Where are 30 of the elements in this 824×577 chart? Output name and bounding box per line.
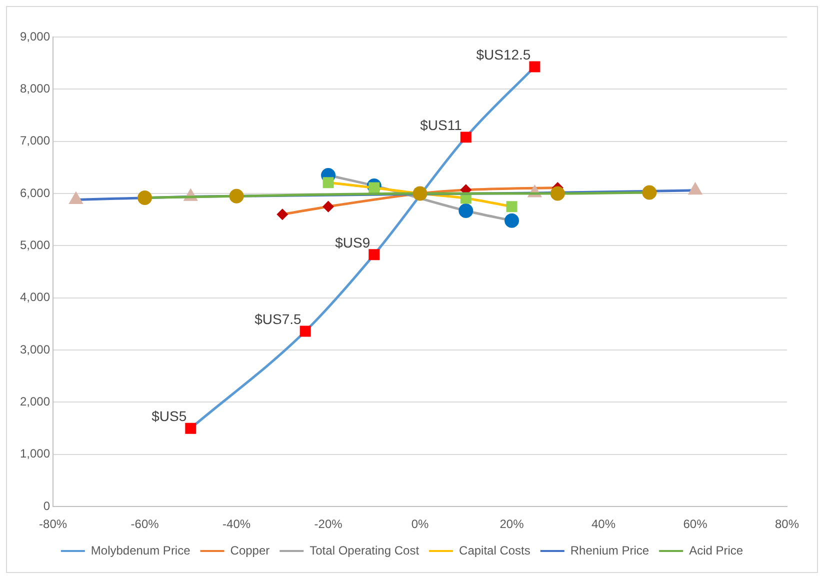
data-label: $US5	[152, 408, 187, 424]
y-tick-label: 8,000	[20, 81, 50, 96]
data-label: $US7.5	[254, 311, 302, 328]
x-tick-label: 0%	[411, 517, 430, 532]
data-label: $US12.5	[476, 46, 531, 63]
legend-label: Acid Price	[689, 543, 744, 558]
x-tick-label: 80%	[774, 517, 800, 532]
y-tick-label: 6,000	[20, 186, 50, 200]
legend-label: Copper	[230, 543, 270, 558]
y-tick-label: 2,000	[20, 394, 50, 409]
data-label: $US9	[335, 234, 370, 250]
x-tick-label: 60%	[683, 517, 708, 532]
data-label: $US11	[420, 117, 462, 134]
legend-label: Rhenium Price	[570, 543, 650, 558]
x-tick-label: 40%	[591, 517, 616, 532]
y-tick-label: 5,000	[20, 238, 50, 252]
x-tick-label: -40%	[222, 517, 251, 532]
y-tick-label: 7,000	[20, 134, 50, 148]
legend-label: Capital Costs	[459, 543, 530, 558]
y-tick-label: 9,000	[20, 29, 50, 44]
x-tick-label: 20%	[500, 517, 524, 532]
y-tick-label: 3,000	[20, 342, 50, 356]
y-tick-label: 4,000	[20, 290, 50, 304]
x-tick-label: -80%	[39, 517, 68, 532]
y-tick-label: 1,000	[20, 446, 50, 461]
legend-label: Total Operating Cost	[310, 543, 420, 558]
x-tick-label: -60%	[130, 517, 160, 532]
x-tick-label: -20%	[314, 517, 343, 532]
y-tick-label: 0	[43, 498, 50, 513]
legend-label: Molybdenum Price	[90, 543, 191, 558]
